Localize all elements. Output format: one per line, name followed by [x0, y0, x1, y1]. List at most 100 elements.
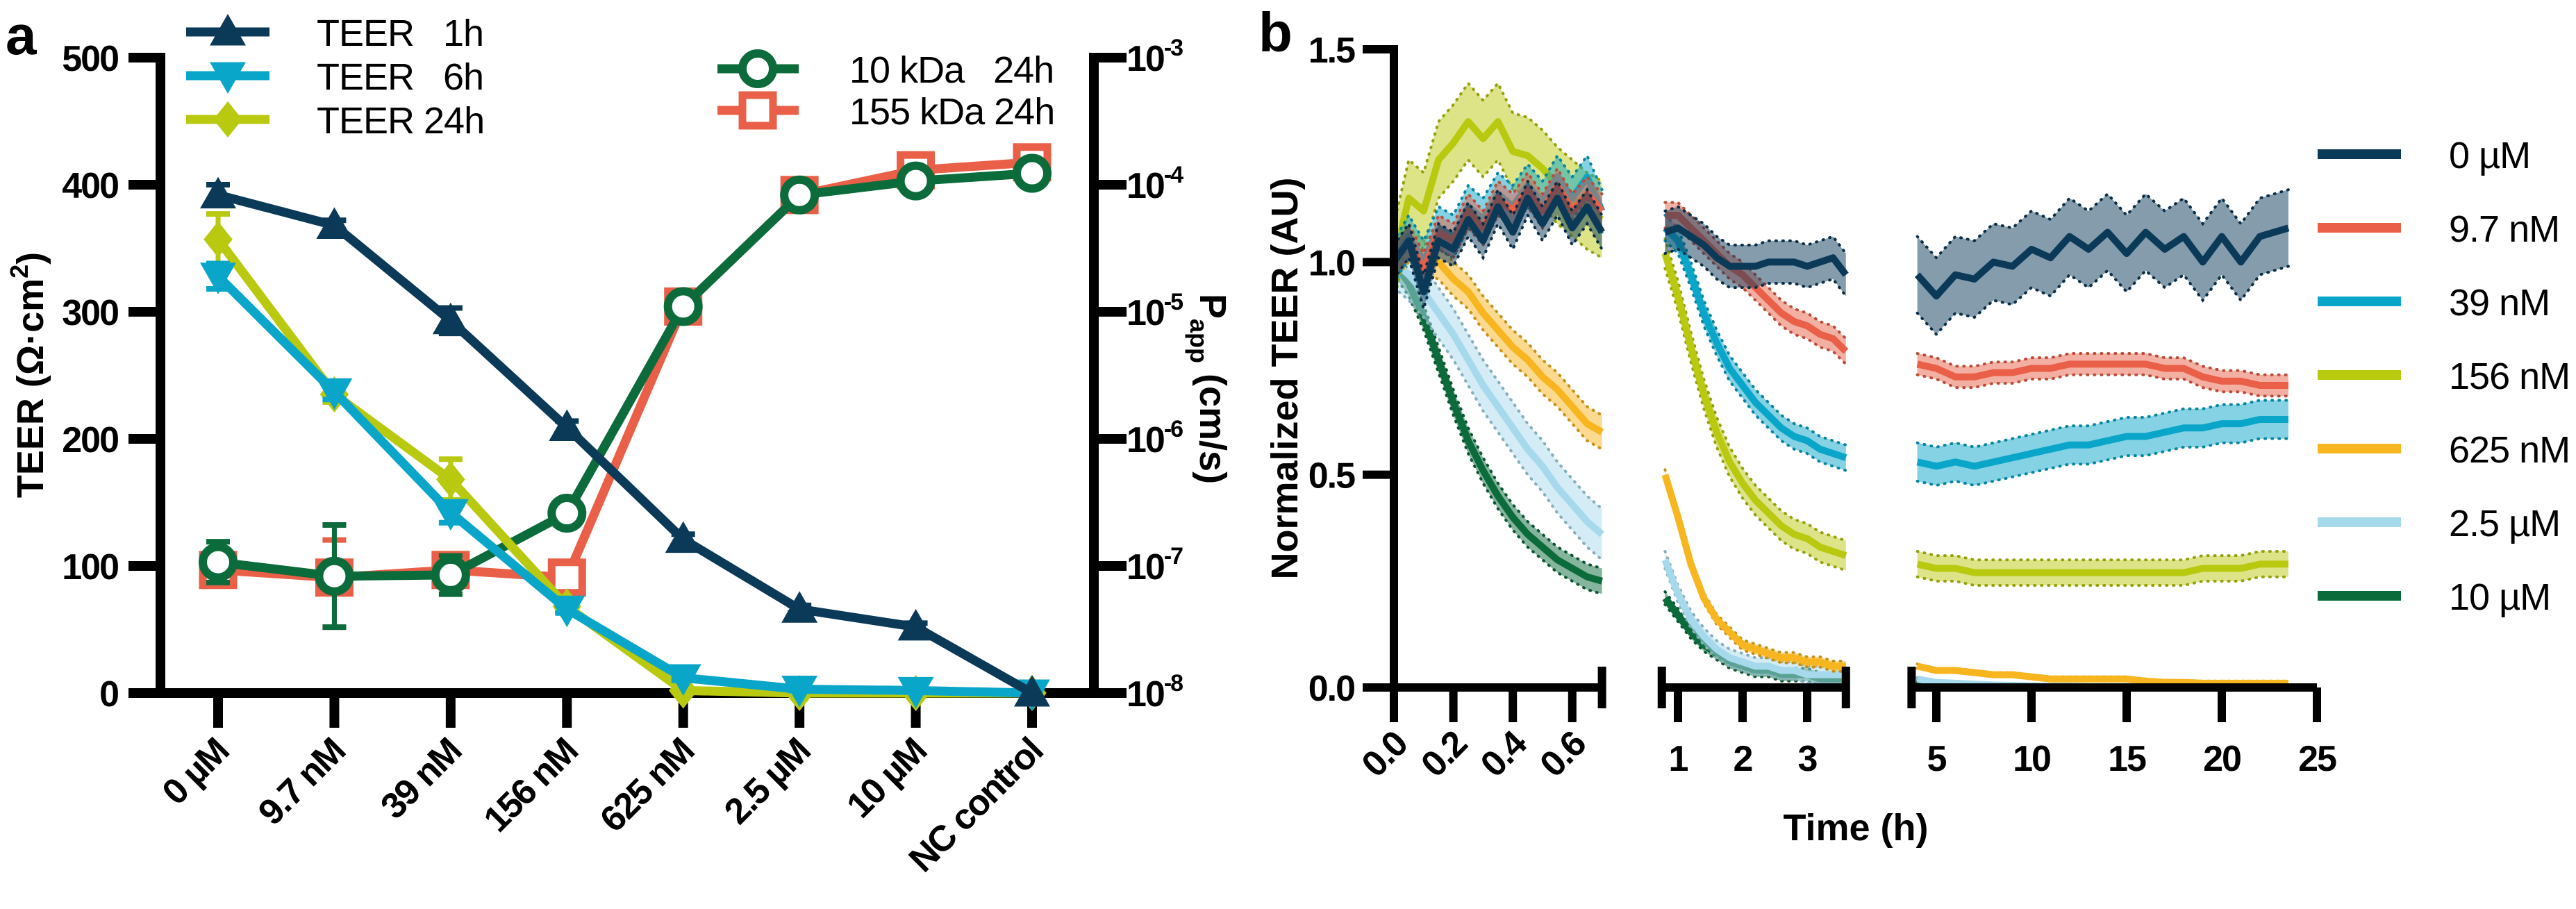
data-point-39-nm [432, 499, 469, 531]
legend-label: 625 nM [2449, 429, 2570, 471]
left-axis-title-main: TEER (Ω·cm [10, 278, 51, 498]
legend-item-teer-24h: TEER 24h [186, 100, 485, 142]
right-y-tick-base: 10 [1127, 674, 1164, 715]
sd-band-lower-edge [1916, 373, 2290, 398]
sd-band [1665, 215, 1846, 471]
sd-band-lower-edge [1663, 247, 1847, 298]
sd-band [1917, 551, 2288, 585]
legend-item-625-nm: 625 nM [2318, 429, 2570, 471]
sd-band-upper-edge [1916, 188, 2290, 260]
sd-band-lower-edge [1393, 212, 1604, 314]
x-tick-label: 0.6 [1532, 724, 1594, 785]
data-point-625-nm [665, 664, 701, 697]
sd-band-upper-edge [1393, 165, 1604, 258]
legend-item-39-nm: 39 nM [2318, 282, 2550, 324]
y-tick-label: 1.5 [1308, 31, 1355, 71]
data-point-2-5-um [780, 175, 820, 215]
panel-a: a 010020030040050010-810-710-610-510-410… [5, 4, 1233, 880]
data-point-2-5-um [781, 676, 818, 708]
x-tick-label: 1 [1669, 739, 1688, 779]
series-39-nm-segment-2 [1662, 213, 1847, 472]
right-y-tick-exponent: -3 [1164, 35, 1183, 61]
mean-line [1391, 259, 1604, 537]
series-625-nm-segment-3 [1916, 662, 2290, 687]
legend-marker-icon [210, 14, 246, 46]
x-axis-segment-1: 0.00.20.40.6 [1354, 667, 1606, 785]
x-tick-label: 0.4 [1473, 723, 1535, 785]
legend-label: 156 nM [2449, 356, 2570, 397]
x-tick-label: 25 [2298, 739, 2336, 779]
data-point-156-nm [549, 595, 585, 628]
y-tick-label: 0.5 [1308, 456, 1355, 497]
right-y-tick-exponent: -5 [1164, 289, 1183, 315]
series-9-7-nm-segment-3 [1916, 352, 2290, 398]
mean-line [1916, 360, 2288, 390]
series-10-kda-24h [199, 153, 1052, 631]
sd-band-upper-edge [1663, 237, 1847, 542]
left-y-tick-label: 500 [62, 39, 118, 79]
data-point-nc-control [1013, 153, 1052, 193]
data-point-625-nm [665, 521, 701, 553]
right-axis-title-main: P [1192, 294, 1233, 319]
series-0-um-segment-1 [1390, 178, 1605, 314]
data-point-156-nm [549, 409, 585, 442]
right-y-tick-base: 10 [1127, 39, 1164, 79]
data-point-10-um [896, 161, 936, 201]
left-y-tick-label: 0 [99, 674, 118, 715]
data-point-10-um [897, 676, 934, 709]
sd-band-upper-edge [1393, 81, 1604, 226]
mean-line [1661, 474, 1846, 670]
series-line [215, 273, 1033, 698]
legend-label: 9.7 nM [2449, 208, 2559, 250]
data-point-2-5-um [781, 591, 818, 623]
left-axis-title-sup: 2 [5, 265, 33, 278]
x-tick-label-0-um: 0 µM [155, 731, 237, 812]
legend-label: TEER 24h [317, 100, 484, 142]
panel-a-left-axis-title: TEER (Ω·cm2) [5, 252, 51, 498]
left-y-tick-label: 300 [62, 293, 118, 333]
sd-band-upper-edge [1916, 549, 2290, 562]
sd-band-lower-edge [1663, 567, 1847, 685]
mean-line [1914, 224, 2290, 300]
right-y-tick-exponent: -8 [1164, 670, 1183, 697]
data-point-10-um [897, 608, 934, 641]
mean-line [1661, 558, 1846, 678]
right-y-tick-label: 10-3 [1127, 35, 1183, 79]
series-625-nm-segment-2 [1661, 468, 1847, 673]
right-y-tick-exponent: -4 [1164, 162, 1183, 188]
legend-label: TEER 6h [317, 56, 483, 98]
sd-band [1917, 190, 2288, 335]
legend-item-10-kda-24h: 10 kDa 24h [717, 49, 1054, 91]
data-point-39-nm [431, 555, 470, 594]
series-0-um-segment-3 [1914, 188, 2290, 337]
mean-line [1661, 252, 1847, 559]
y-tick-label: 1.0 [1308, 243, 1354, 283]
legend-label: 39 nM [2449, 282, 2550, 324]
legend-item-0-um: 0 µM [2318, 135, 2531, 176]
panel-b-y-axis-title: Normalized TEER (AU) [1264, 177, 1306, 579]
panel-label-a: a [6, 4, 37, 66]
legend-marker-icon [213, 101, 242, 137]
legend-item-155-kda-24h: 155 kDa 24h [717, 91, 1055, 133]
series-0-um-segment-2 [1663, 205, 1849, 298]
sd-band-lower-edge [1663, 226, 1847, 366]
left-y-tick-label: 200 [62, 420, 118, 460]
legend-label: 155 kDa 24h [849, 91, 1054, 133]
data-point-39-nm [432, 302, 469, 335]
x-tick-label-39-nm: 39 nM [373, 731, 469, 826]
sd-band-upper-edge [1663, 205, 1847, 256]
panel-label-b: b [1258, 1, 1293, 63]
sd-band-lower-edge [1663, 267, 1847, 572]
series-39-nm-segment-3 [1916, 399, 2290, 487]
x-tick-label-2-5-um: 2.5 µM [717, 731, 818, 832]
series-teer-6h [200, 260, 1050, 711]
panel-b-x-axis-title: Time (h) [1783, 807, 1928, 849]
legend-item-9-7-nm: 9.7 nM [2318, 208, 2560, 250]
data-point-156-nm [547, 494, 587, 533]
data-point-nc-control [1014, 675, 1050, 707]
right-y-tick-base: 10 [1127, 293, 1164, 333]
legend-item-156-nm: 156 nM [2318, 356, 2570, 397]
sd-band-lower-edge [1916, 437, 2290, 487]
